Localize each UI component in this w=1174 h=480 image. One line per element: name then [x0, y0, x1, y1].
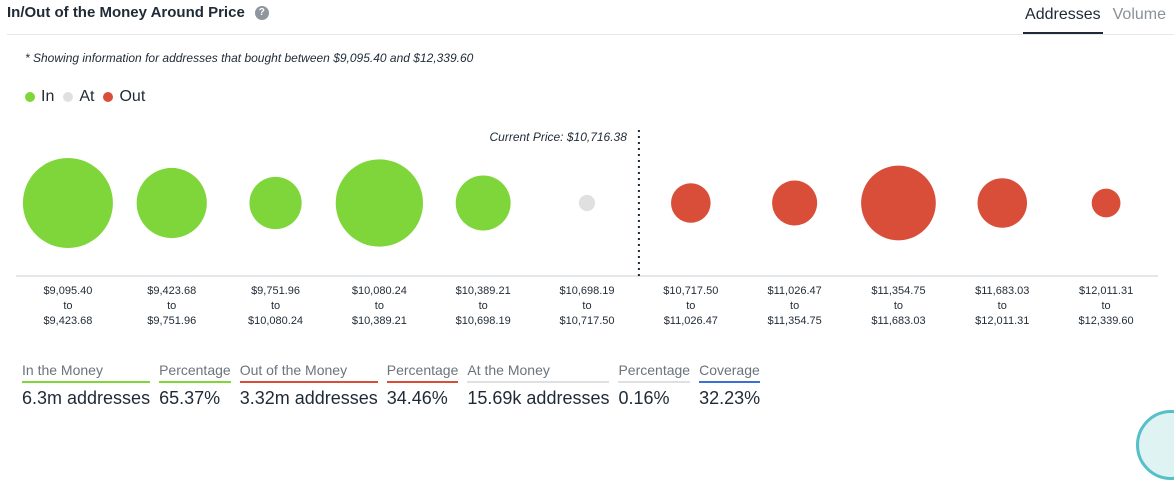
bubble-out[interactable]: [772, 180, 818, 226]
bubble-out[interactable]: [977, 178, 1028, 228]
tick-label-to: $11,683.03: [871, 315, 925, 327]
tick-label-to-word: to: [790, 300, 799, 312]
stat-value: 6.3m addresses: [22, 388, 151, 408]
stat-value: 65.37%: [159, 388, 221, 408]
tick-label-from: $11,683.03: [975, 285, 1029, 297]
tab-addresses[interactable]: Addresses: [1023, 6, 1103, 34]
bubble-in[interactable]: [22, 158, 113, 248]
stat-in-the-money: In the Money 6.3m addresses: [22, 362, 151, 409]
stat-value: 32.23%: [699, 388, 761, 408]
stat-coverage: Coverage 32.23%: [699, 362, 761, 409]
bubble-in[interactable]: [455, 175, 511, 231]
stat-at-the-money: At the Money 15.69k addresses: [467, 362, 610, 409]
legend: In At Out: [25, 88, 154, 106]
tick-label-from: $10,389.21: [456, 285, 511, 297]
bubble-in[interactable]: [136, 167, 207, 239]
stat-label: Percentage: [618, 362, 691, 383]
stat-label: Out of the Money: [239, 362, 378, 383]
stat-label: Percentage: [159, 362, 231, 383]
tick-label-from: $11,026.47: [768, 285, 822, 297]
page-title-text: In/Out of the Money Around Price: [7, 4, 245, 21]
tick-label-from: $11,354.75: [871, 285, 925, 297]
current-price-label: Current Price: $10,716.38: [489, 130, 627, 144]
tick-label-to-word: to: [167, 300, 176, 312]
question-mark-icon[interactable]: ?: [254, 5, 269, 20]
stat-at-percentage: Percentage 0.16%: [618, 362, 691, 409]
tick-label-to-word: to: [582, 300, 591, 312]
tick-label-to: $12,339.60: [1079, 315, 1134, 327]
legend-dot-out: [103, 92, 114, 102]
bubble-out[interactable]: [1091, 188, 1121, 218]
tick-label-to-word: to: [479, 300, 488, 312]
page-title: In/Out of the Money Around Price ?: [7, 4, 269, 21]
bubble-in[interactable]: [335, 159, 424, 247]
tick-label-to: $10,080.24: [248, 315, 303, 327]
tick-label-to: $10,389.21: [352, 315, 407, 327]
tick-label-from: $9,751.96: [251, 285, 300, 297]
tick-label-to-word: to: [375, 300, 384, 312]
bubble-chart: $9,095.40 to $9,423.68 $9,423.68 to $9,751.96…: [16, 130, 1158, 327]
tick-label-from: $10,080.24: [352, 285, 407, 297]
stat-label: In the Money: [22, 362, 151, 383]
stat-value: 15.69k addresses: [467, 388, 610, 408]
stat-out-of-the-money: Out of the Money 3.32m addresses: [239, 362, 378, 409]
legend-item-in[interactable]: In: [25, 88, 54, 106]
tick-label-to: $11,026.47: [664, 315, 718, 327]
bubble-at[interactable]: [578, 194, 596, 212]
tick-label-to-word: to: [686, 300, 695, 312]
tick-label-from: $9,095.40: [43, 285, 92, 297]
tick-label-from: $10,717.50: [663, 285, 718, 297]
tick-label-from: $10,698.19: [559, 285, 614, 297]
tick-label-to-word: to: [63, 300, 72, 312]
tick-label-to-word: to: [1101, 300, 1110, 312]
tick-label-to: $9,423.68: [43, 315, 92, 327]
stat-label: Percentage: [386, 362, 459, 383]
tick-label-from: $9,423.68: [147, 285, 196, 297]
tick-label-to: $11,354.75: [768, 315, 822, 327]
stat-in-percentage: Percentage 65.37%: [159, 362, 231, 409]
legend-label-at: At: [79, 88, 95, 105]
tick-label-to-word: to: [894, 300, 903, 312]
legend-dot-at: [63, 92, 74, 102]
tick-label-to: $10,717.50: [559, 315, 614, 327]
range-note: * Showing information for addresses that…: [25, 51, 474, 65]
tab-volume[interactable]: Volume: [1112, 6, 1166, 23]
legend-item-out[interactable]: Out: [103, 88, 145, 106]
stat-label: At the Money: [467, 362, 610, 383]
tick-label-to: $12,011.31: [975, 315, 1029, 327]
legend-label-in: In: [41, 88, 55, 105]
tick-label-to: $10,698.19: [456, 315, 511, 327]
stat-value: 3.32m addresses: [239, 388, 378, 408]
stat-value: 34.46%: [386, 388, 448, 408]
legend-item-at[interactable]: At: [63, 88, 94, 106]
stat-out-percentage: Percentage 34.46%: [386, 362, 459, 409]
legend-dot-in: [25, 92, 35, 102]
tab-bar: Addresses Volume: [1015, 6, 1168, 34]
bubble-out[interactable]: [671, 183, 711, 223]
tick-label-to-word: to: [998, 300, 1007, 312]
bubble-in[interactable]: [249, 176, 302, 230]
tick-label-to: $9,751.96: [147, 315, 196, 327]
tick-label-to-word: to: [271, 300, 280, 312]
bubble-out[interactable]: [861, 165, 936, 241]
legend-label-out: Out: [119, 88, 146, 105]
stats-row: In the Money 6.3m addresses Percentage 6…: [22, 362, 769, 409]
chat-widget-icon[interactable]: [1136, 410, 1174, 480]
stat-value: 0.16%: [618, 388, 670, 408]
header-divider: [7, 34, 1174, 35]
tick-label-from: $12,011.31: [1079, 285, 1133, 297]
stat-label: Coverage: [699, 362, 761, 383]
